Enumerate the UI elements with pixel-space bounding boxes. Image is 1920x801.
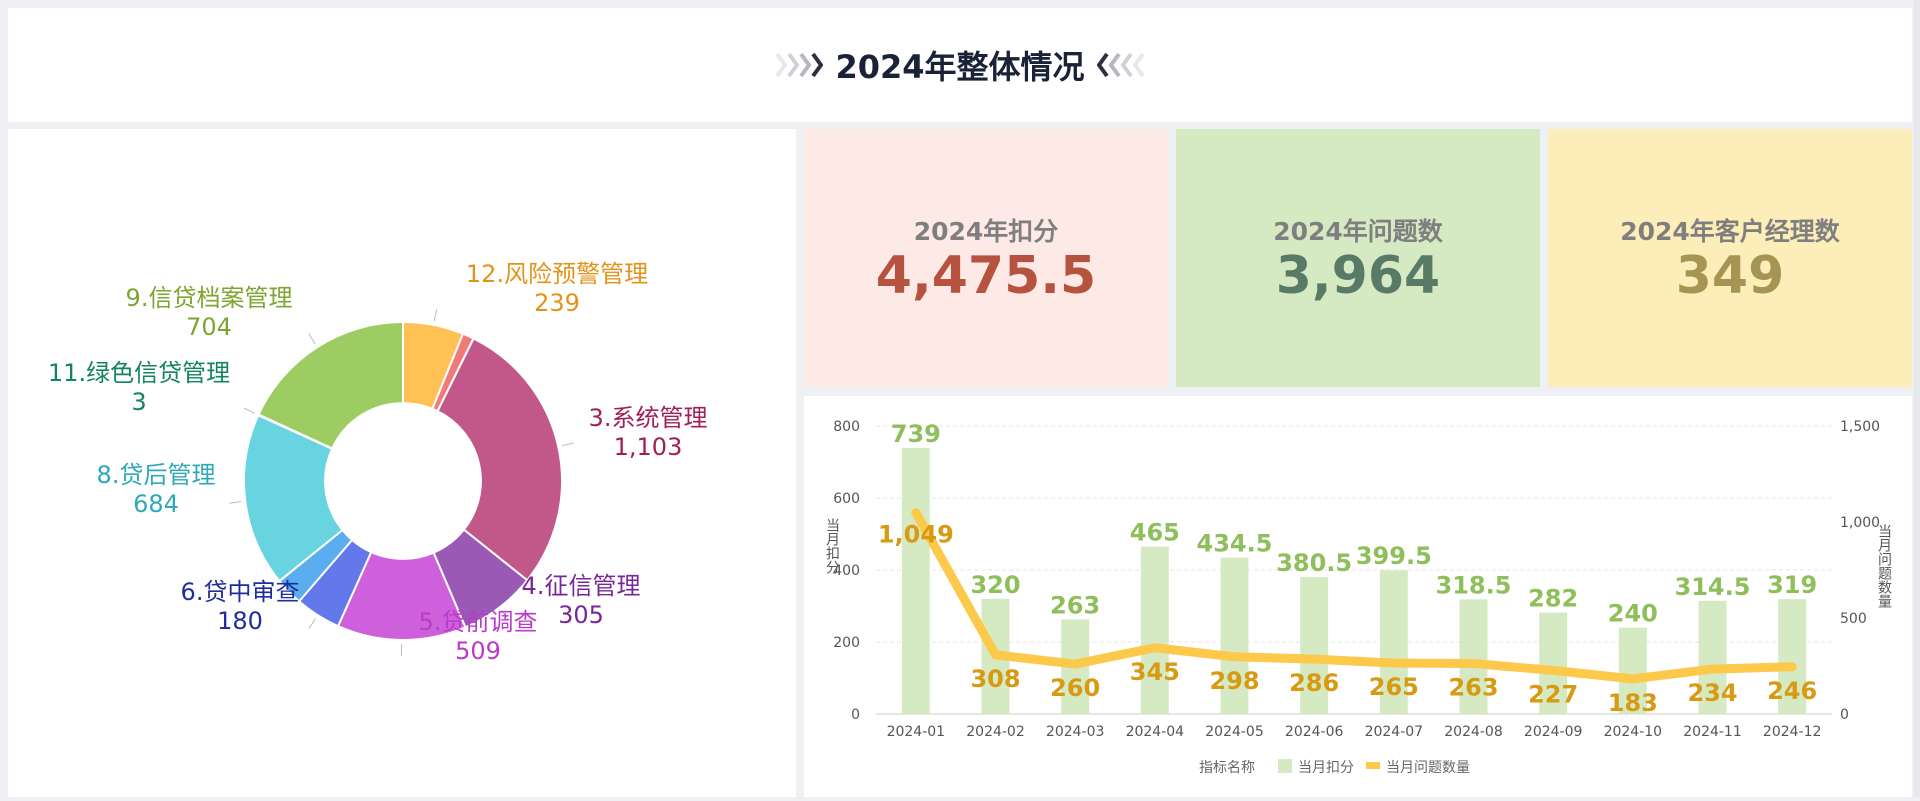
kpi-managers-value: 349	[1676, 248, 1785, 304]
x-tick-label: 2024-05	[1205, 724, 1264, 740]
bar-value-label: 320	[970, 571, 1020, 599]
bar-value-label: 465	[1130, 519, 1180, 547]
line-value-label: 286	[1289, 669, 1339, 697]
donut-leader-line	[229, 502, 241, 504]
donut-leader-line	[309, 334, 315, 344]
x-tick-label: 2024-08	[1444, 724, 1503, 740]
y-tick-label: 600	[833, 491, 860, 507]
y2-tick-label: 0	[1840, 707, 1849, 723]
line-value-label: 345	[1130, 658, 1180, 686]
x-tick-label: 2024-02	[966, 724, 1025, 740]
chevrons-left-icon	[1097, 50, 1147, 80]
line-value-label: 246	[1767, 677, 1817, 705]
bar-value-label: 282	[1528, 584, 1578, 612]
donut-value-label: 704	[186, 313, 232, 341]
bar-value-label: 263	[1050, 591, 1100, 619]
donut-category-label: 4.征信管理	[522, 572, 641, 600]
x-tick-label: 2024-06	[1285, 724, 1344, 740]
line-value-label: 1,049	[878, 521, 954, 549]
donut-value-label: 509	[455, 637, 501, 665]
line-value-label: 234	[1687, 679, 1737, 707]
donut-category-label: 9.信贷档案管理	[126, 284, 293, 312]
donut-leader-line	[309, 619, 315, 629]
chevrons-right-icon	[773, 50, 823, 80]
line-value-label: 260	[1050, 674, 1100, 702]
bar	[902, 448, 930, 714]
donut-category-label: 5.贷前调查	[419, 608, 538, 636]
legend-swatch-line	[1366, 762, 1380, 769]
x-tick-label: 2024-09	[1524, 724, 1583, 740]
legend-title: 指标名称	[1199, 760, 1255, 776]
x-tick-label: 2024-04	[1126, 724, 1185, 740]
kpi-deduction-card: 2024年扣分 4,475.5	[804, 129, 1168, 387]
line-value-label: 183	[1608, 689, 1658, 717]
x-tick-label: 2024-10	[1604, 724, 1663, 740]
x-tick-label: 2024-01	[887, 724, 946, 740]
donut-category-label: 11.绿色信贷管理	[48, 359, 230, 387]
page-scrollbar[interactable]	[1914, 0, 1920, 797]
legend-label-bar: 当月扣分	[1298, 760, 1354, 776]
kpi-issues-value: 3,964	[1276, 248, 1440, 304]
donut-value-label: 305	[558, 601, 604, 629]
donut-category-label: 3.系统管理	[589, 404, 708, 432]
bar-value-label: 399.5	[1356, 542, 1432, 570]
kpi-deduction-label: 2024年扣分	[914, 212, 1059, 248]
kpi-issues-card: 2024年问题数 3,964	[1176, 129, 1540, 387]
x-tick-label: 2024-03	[1046, 724, 1105, 740]
bar-value-label: 434.5	[1197, 530, 1273, 558]
y-tick-label: 800	[833, 419, 860, 435]
donut-value-label: 180	[217, 607, 263, 635]
y-axis-title: 当月扣分	[824, 518, 840, 575]
donut-value-label: 684	[133, 490, 179, 518]
bar-value-label: 314.5	[1675, 573, 1751, 601]
legend-swatch-bar	[1278, 759, 1292, 773]
x-tick-label: 2024-11	[1683, 724, 1742, 740]
y2-tick-label: 500	[1840, 611, 1867, 627]
y-tick-label: 200	[833, 635, 860, 651]
line-value-label: 263	[1448, 674, 1498, 702]
donut-value-label: 3	[131, 388, 146, 416]
page-title: 2024年整体情况	[835, 42, 1084, 88]
donut-value-label: 239	[534, 289, 580, 317]
bar-value-label: 240	[1608, 600, 1658, 628]
line-value-label: 265	[1369, 673, 1419, 701]
line-series	[916, 513, 1792, 679]
chart-legend: 指标名称 当月扣分 当月问题数量	[1199, 759, 1470, 776]
bar	[1141, 547, 1169, 714]
bar-value-label: 318.5	[1436, 571, 1512, 599]
donut-leader-line	[562, 443, 574, 446]
kpi-issues-label: 2024年问题数	[1273, 212, 1443, 248]
y2-tick-label: 1,000	[1840, 515, 1880, 531]
x-axis-labels: 2024-01 2024-02 2024-03 2024-04 2024-05 2024-…	[887, 724, 1822, 740]
monthly-combo-chart: 020040060080005001,0001,500当月扣分当月问题数量739…	[804, 396, 1912, 797]
donut-value-label: 1,103	[614, 433, 683, 461]
bar-value-label: 319	[1767, 571, 1817, 599]
line-value-label: 298	[1209, 667, 1259, 695]
legend-label-line: 当月问题数量	[1386, 760, 1470, 776]
kpi-managers-label: 2024年客户经理数	[1620, 212, 1840, 248]
x-tick-label: 2024-07	[1365, 724, 1424, 740]
donut-leader-line	[244, 408, 255, 413]
x-tick-label: 2024-12	[1763, 724, 1822, 740]
bar-value-label: 380.5	[1276, 549, 1352, 577]
y-tick-label: 0	[851, 707, 860, 723]
donut-category-label: 6.贷中审查	[181, 578, 300, 606]
bar-value-label: 739	[891, 420, 941, 448]
donut-category-label: 12.风险预警管理	[466, 260, 648, 288]
kpi-deduction-value: 4,475.5	[876, 248, 1096, 304]
donut-category-label: 8.贷后管理	[97, 461, 216, 489]
page-header: 2024年整体情况	[8, 8, 1912, 122]
donut-leader-line	[434, 309, 436, 321]
line-value-label: 227	[1528, 680, 1578, 708]
line-value-label: 308	[970, 665, 1020, 693]
y2-tick-label: 1,500	[1840, 419, 1880, 435]
y2-axis-title: 当月问题数量	[1876, 524, 1892, 608]
kpi-managers-card: 2024年客户经理数 349	[1548, 129, 1912, 387]
